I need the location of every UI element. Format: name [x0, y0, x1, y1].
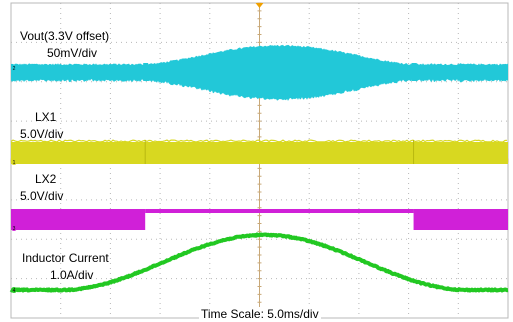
inductor-current-channel-marker — [11, 287, 17, 293]
vout-channel-number: 2 — [13, 66, 16, 72]
lx2-trace — [413, 209, 508, 230]
lx2-channel-number: 3 — [13, 226, 16, 232]
lx2-trace — [11, 209, 146, 230]
lx1-trace — [11, 142, 508, 164]
inductor-current-trace — [9, 232, 509, 293]
inductor-current-channel-number: 4 — [13, 288, 16, 294]
trigger-position-marker — [255, 3, 264, 8]
vout-disturbance-spike — [143, 63, 149, 81]
inductor-current-channel-name: Inductor Current — [22, 251, 109, 265]
time-scale-label: Time Scale: 5.0ms/div — [199, 307, 321, 321]
lx1-channel-name: LX1 — [35, 110, 57, 124]
vout-channel-scale: 50mV/div — [47, 46, 98, 60]
lx1-channel-number: 1 — [13, 160, 16, 166]
lx1-channel-scale: 5.0V/div — [20, 127, 64, 141]
lx2-channel-scale: 5.0V/div — [20, 189, 64, 203]
lx1-trace-edge — [10, 139, 508, 143]
vout-channel-marker — [11, 65, 17, 71]
lx2-channel-marker — [11, 225, 17, 231]
vout-trace — [11, 44, 508, 101]
lx2-channel-name: LX2 — [35, 172, 57, 186]
lx2-idle-level — [145, 209, 414, 213]
lx1-channel-marker — [11, 159, 17, 165]
channel-markers: 2 1 3 4 — [11, 65, 17, 294]
vout-channel-name: Vout(3.3V offset) — [20, 29, 110, 43]
traces — [9, 44, 509, 293]
inductor-current-channel-scale: 1.0A/div — [50, 268, 94, 282]
vout-disturbance-spike — [411, 63, 417, 81]
